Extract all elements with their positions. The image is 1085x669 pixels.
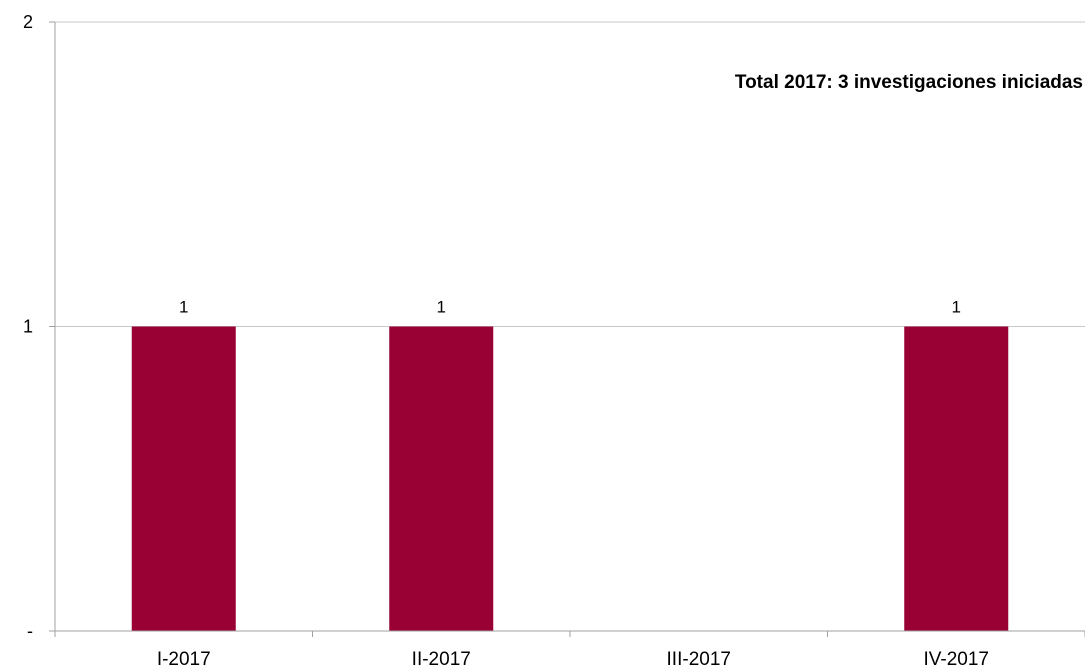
chart-annotation: Total 2017: 3 investigaciones iniciadas <box>734 72 1083 93</box>
x-tick-label: II-2017 <box>412 649 471 669</box>
data-label: 1 <box>952 298 961 317</box>
bar <box>131 326 236 631</box>
y-tick-label: 2 <box>23 12 33 32</box>
gridlines <box>55 21 1085 327</box>
x-tick-label: III-2017 <box>667 649 731 669</box>
data-label: 1 <box>179 298 188 317</box>
x-tick-label: IV-2017 <box>924 649 990 669</box>
data-labels: 1 1 1 <box>179 298 961 317</box>
bar <box>904 326 1009 631</box>
y-tick-label: 1 <box>23 317 33 337</box>
y-tick-labels: - 1 2 <box>23 12 33 641</box>
bars <box>131 326 1009 631</box>
data-label: 1 <box>437 298 446 317</box>
y-tick-label: - <box>27 621 33 641</box>
x-tick-label: I-2017 <box>157 649 211 669</box>
axes <box>49 21 1085 637</box>
bar <box>389 326 494 631</box>
x-tick-labels: I-2017 II-2017 III-2017 IV-2017 <box>157 649 989 669</box>
